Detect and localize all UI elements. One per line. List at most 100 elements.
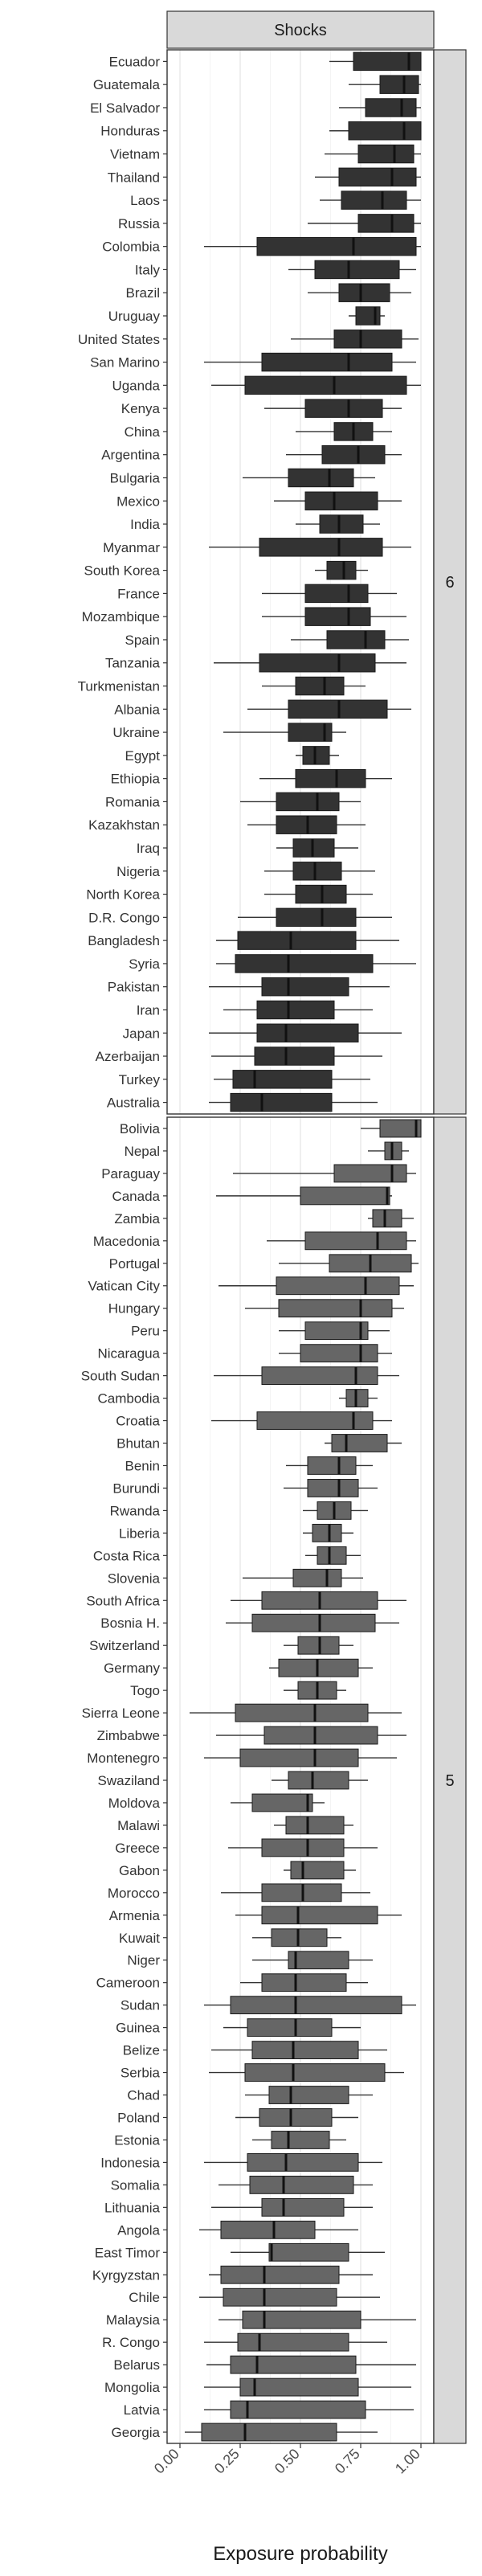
y-tick-label: Mexico xyxy=(116,493,160,509)
box xyxy=(276,1276,400,1296)
facet-side-strip xyxy=(433,1116,467,2444)
box xyxy=(261,1973,347,1992)
box xyxy=(256,1411,374,1430)
box xyxy=(292,1568,342,1587)
box xyxy=(333,1164,407,1183)
box xyxy=(326,630,386,649)
y-tick-label: Togo xyxy=(130,1683,160,1698)
box xyxy=(357,144,415,164)
box xyxy=(259,538,383,557)
box xyxy=(341,190,407,210)
box xyxy=(333,330,402,349)
y-tick-label: Estonia xyxy=(114,2132,160,2148)
box xyxy=(357,214,415,233)
box xyxy=(304,584,369,604)
y-tick-label: San Marino xyxy=(90,355,160,371)
box xyxy=(285,1816,345,1835)
y-tick-label: Armenia xyxy=(109,1908,161,1923)
box xyxy=(242,2310,362,2329)
y-tick-label: Latvia xyxy=(124,2402,161,2418)
box xyxy=(235,954,374,973)
y-tick-label: Guinea xyxy=(116,2021,160,2036)
box xyxy=(288,1951,349,1970)
y-tick-label: Portugal xyxy=(109,1256,160,1272)
y-tick-label: Nigeria xyxy=(116,864,160,879)
y-tick-label: Canada xyxy=(112,1189,160,1204)
box xyxy=(230,2400,366,2419)
y-tick-label: Malaysia xyxy=(106,2312,161,2328)
y-tick-label: France xyxy=(117,586,160,601)
box xyxy=(326,560,357,580)
box xyxy=(261,352,393,372)
y-tick-label: Cambodia xyxy=(98,1391,161,1407)
y-tick-label: Japan xyxy=(123,1026,160,1041)
box xyxy=(365,98,417,117)
y-tick-label: Kazakhstan xyxy=(88,817,160,833)
y-tick-label: Bolivia xyxy=(120,1121,161,1136)
y-tick-label: Belarus xyxy=(113,2357,160,2373)
y-tick-label: Gabon xyxy=(119,1863,160,1878)
box xyxy=(288,468,354,488)
box xyxy=(247,2018,333,2037)
box xyxy=(353,51,422,72)
box xyxy=(201,2422,337,2442)
y-tick-label: Macedonia xyxy=(93,1234,161,1249)
y-tick-label: Ecuador xyxy=(109,54,161,69)
y-tick-label: Vietnam xyxy=(110,147,160,162)
box xyxy=(304,399,383,418)
box xyxy=(278,1299,393,1318)
y-tick-label: Spain xyxy=(125,633,160,648)
y-tick-label: Pakistan xyxy=(108,980,160,995)
box xyxy=(239,1748,359,1767)
box xyxy=(259,653,376,673)
box xyxy=(276,907,357,928)
y-tick-label: Ethiopia xyxy=(111,772,161,787)
y-tick-label: Bhutan xyxy=(116,1436,160,1452)
box xyxy=(256,236,417,256)
y-tick-label: Turkmenistan xyxy=(78,679,160,694)
y-tick-label: Ukraine xyxy=(112,725,160,740)
y-tick-label: Belize xyxy=(123,2043,160,2058)
box xyxy=(261,2197,345,2217)
y-tick-label: Australia xyxy=(107,1096,161,1111)
box xyxy=(230,2355,357,2374)
y-tick-label: Serbia xyxy=(120,2066,161,2081)
y-tick-label: R. Congo xyxy=(102,2335,160,2350)
y-tick-label: North Korea xyxy=(86,887,160,903)
y-tick-label: Greece xyxy=(115,1841,160,1856)
y-tick-label: Bulgaria xyxy=(110,470,161,485)
y-tick-label: China xyxy=(125,424,161,440)
box xyxy=(239,2377,359,2397)
y-tick-label: Morocco xyxy=(108,1886,160,1901)
y-tick-label: Myanmar xyxy=(103,540,160,555)
box xyxy=(314,260,400,280)
box xyxy=(312,1523,342,1542)
x-tick-label: 1.00 xyxy=(392,2446,423,2477)
y-tick-label: Bosnia H. xyxy=(100,1616,160,1631)
box xyxy=(304,1321,369,1341)
y-tick-label: Syria xyxy=(129,956,160,972)
y-tick-label: Romania xyxy=(105,794,161,809)
x-tick-label: 0.50 xyxy=(272,2446,303,2477)
box xyxy=(290,1861,345,1880)
box xyxy=(254,1046,335,1066)
box xyxy=(295,676,345,696)
box xyxy=(251,1793,313,1812)
box xyxy=(251,2041,359,2060)
box xyxy=(256,1000,335,1020)
box xyxy=(304,491,378,510)
box xyxy=(295,768,366,788)
y-tick-label: Vatican City xyxy=(88,1279,161,1294)
box xyxy=(251,1613,376,1632)
box xyxy=(244,2063,386,2082)
y-tick-label: Angola xyxy=(117,2222,160,2238)
x-tick-label: 0.00 xyxy=(151,2446,182,2477)
box xyxy=(307,1456,357,1475)
box xyxy=(372,1209,402,1228)
y-tick-label: Sudan xyxy=(120,1998,160,2013)
y-tick-label: Nepal xyxy=(125,1144,160,1159)
box xyxy=(317,1546,347,1565)
box xyxy=(261,1838,345,1857)
